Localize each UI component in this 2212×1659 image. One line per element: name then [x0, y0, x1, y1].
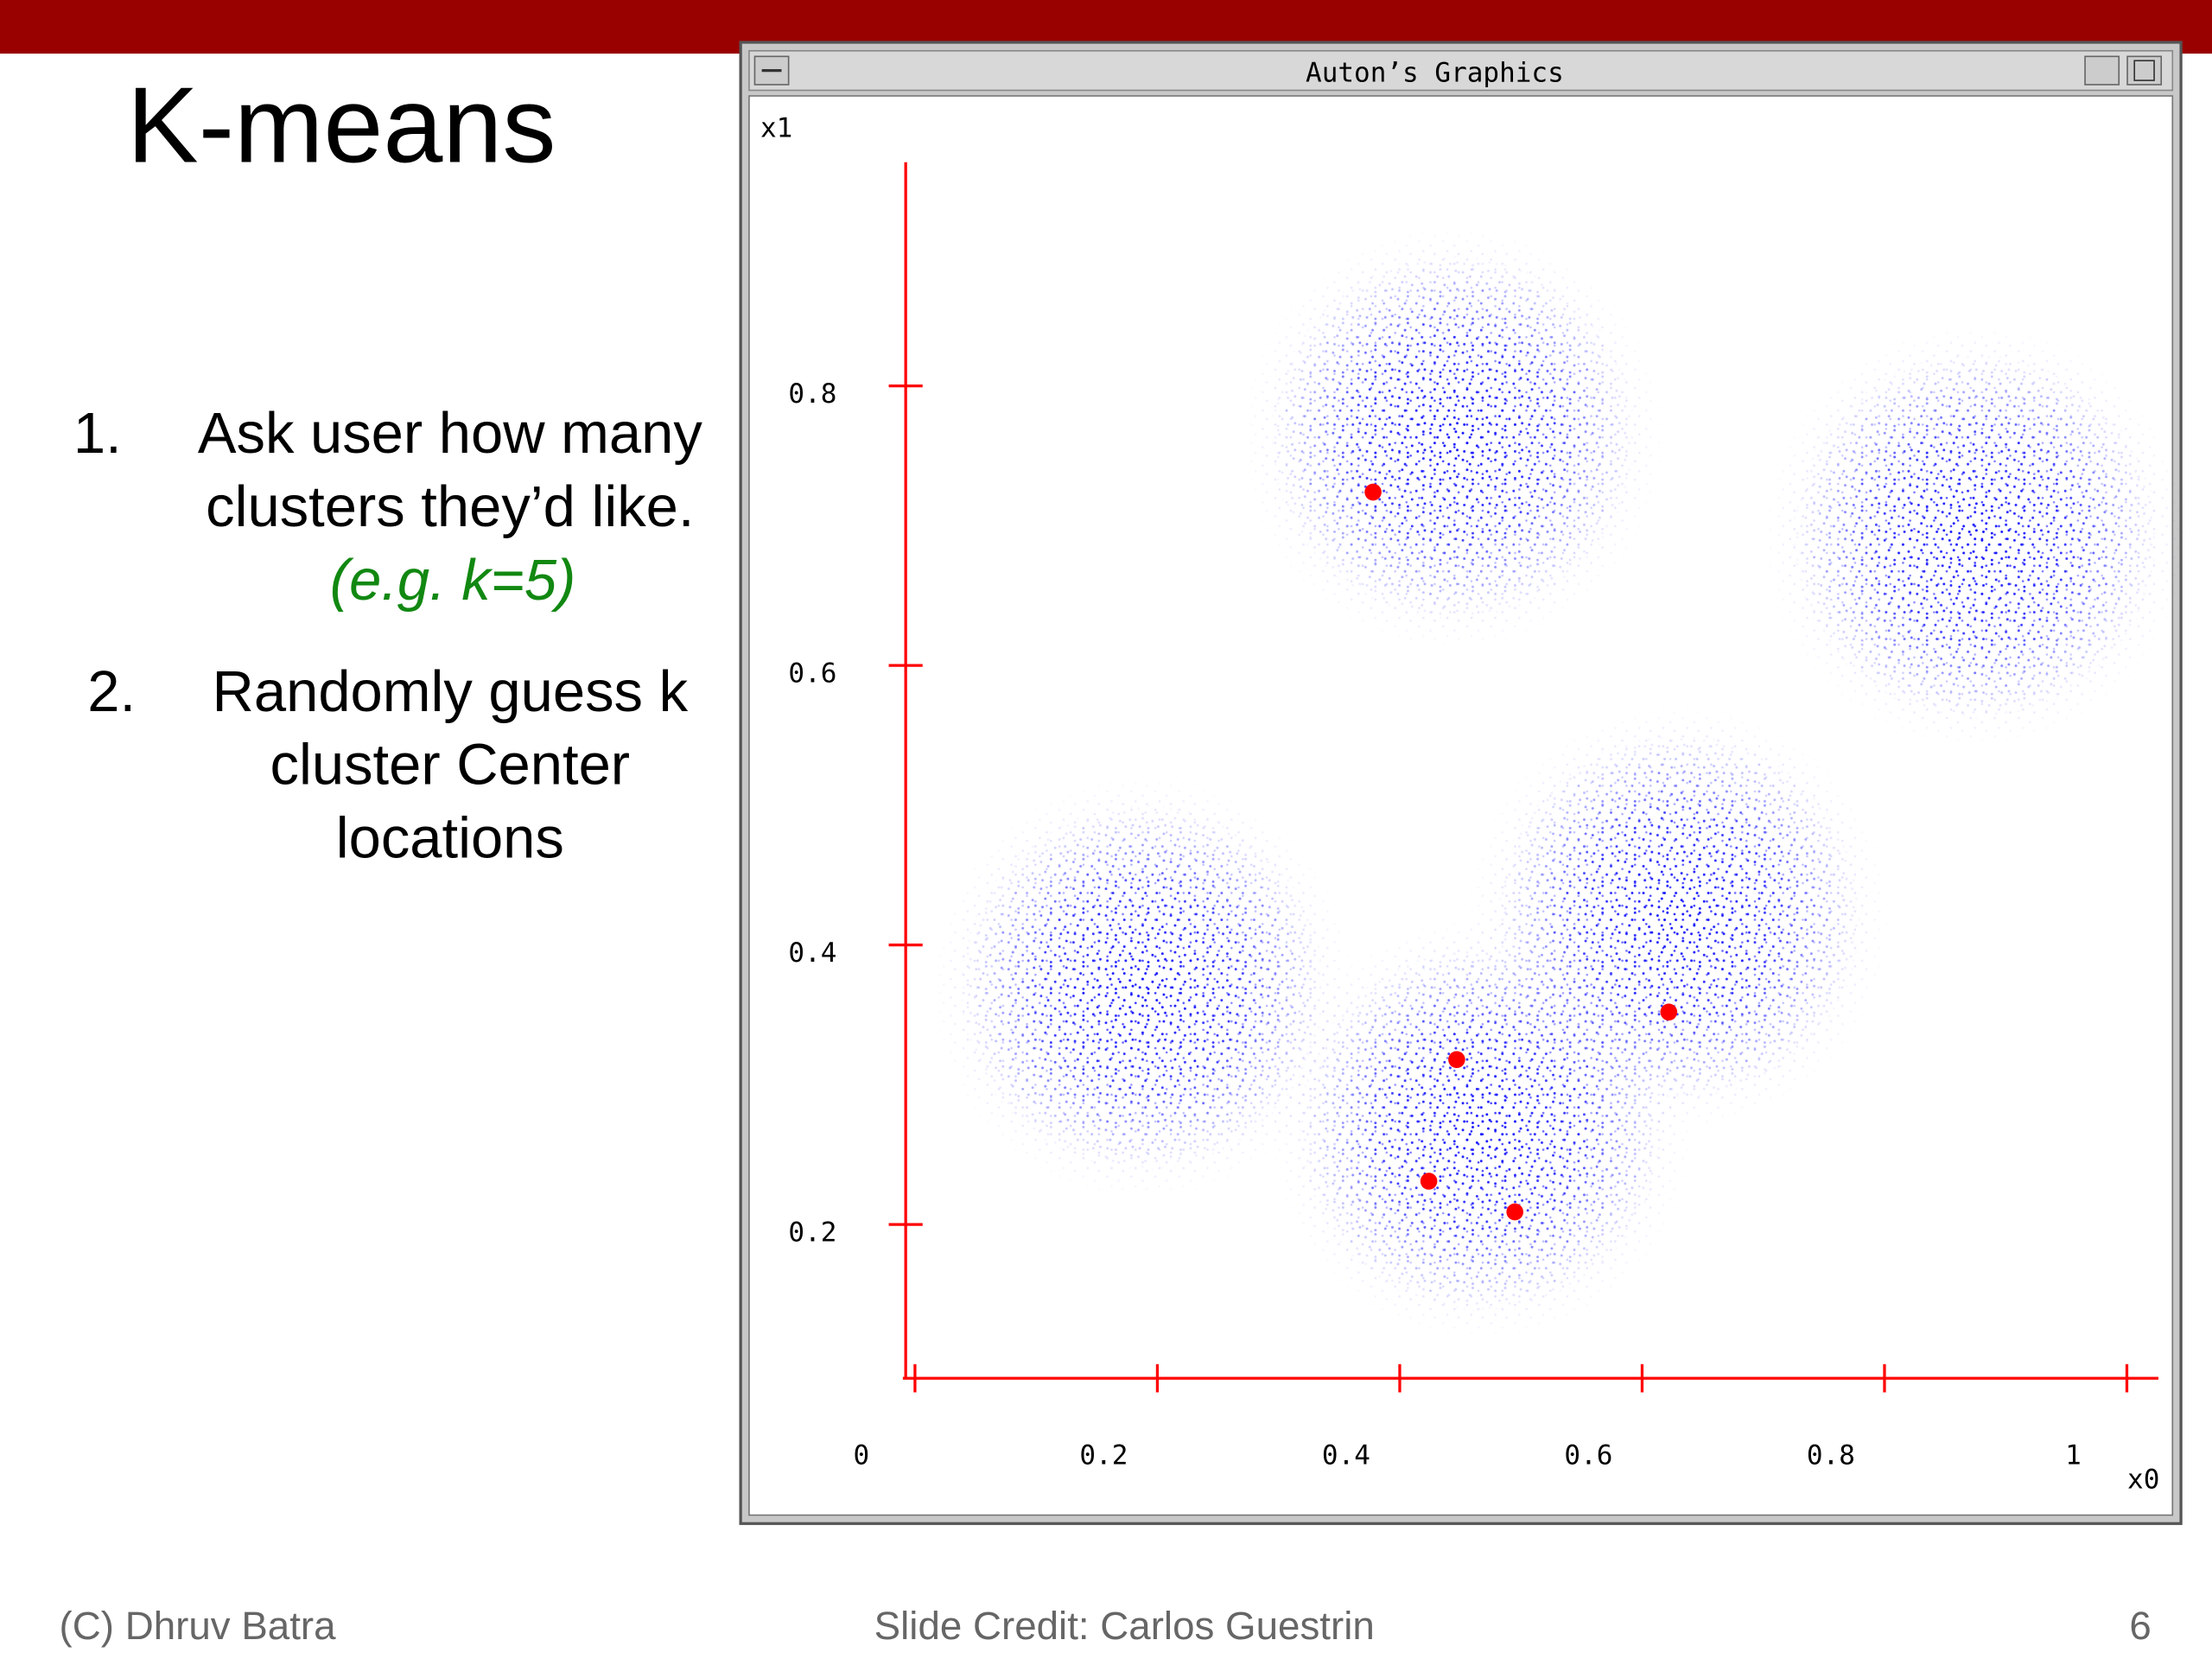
- footer-center: Slide Credit: Carlos Guestrin: [874, 1604, 1375, 1648]
- item-note: (e.g. k=5): [330, 548, 576, 613]
- item-text: Randomly guess k: [213, 659, 689, 724]
- cluster-center: [1420, 1173, 1438, 1190]
- page-number: 6: [2129, 1604, 2151, 1648]
- slide-title: K-means: [127, 67, 556, 186]
- y-tick-label: 0.4: [788, 938, 836, 969]
- cluster-center: [1448, 1051, 1465, 1069]
- item-text: clusters they’d like.: [206, 474, 694, 539]
- x-axis-label: x0: [2127, 1464, 2159, 1495]
- y-tick-label: 0.6: [788, 658, 836, 690]
- cluster-center: [1364, 483, 1382, 501]
- x-tick-label: 0.2: [1079, 1440, 1128, 1471]
- x-tick-label: 0.4: [1322, 1440, 1370, 1471]
- x-tick-label: 0.8: [1807, 1440, 1855, 1471]
- y-tick-label: 0.2: [788, 1217, 836, 1249]
- window-title: Auton’s Graphics: [1306, 58, 1564, 89]
- y-axis-label: x1: [760, 112, 792, 143]
- x-tick-label: 1: [2065, 1440, 2082, 1471]
- y-tick-label: 0.8: [788, 378, 836, 410]
- x-tick-label: 0.6: [1564, 1440, 1612, 1471]
- x-tick-label: 0: [854, 1440, 870, 1471]
- footer-left: (C) Dhruv Batra: [60, 1604, 337, 1648]
- item-number: 1.: [73, 401, 122, 466]
- item-text: cluster Center: [270, 733, 631, 798]
- item-text: locations: [336, 806, 564, 871]
- point-clouds: [931, 226, 2187, 1341]
- cluster-center: [1506, 1203, 1523, 1221]
- item-text: Ask user how many: [198, 401, 702, 466]
- item-number: 2.: [87, 659, 136, 724]
- cluster-center: [1660, 1003, 1678, 1021]
